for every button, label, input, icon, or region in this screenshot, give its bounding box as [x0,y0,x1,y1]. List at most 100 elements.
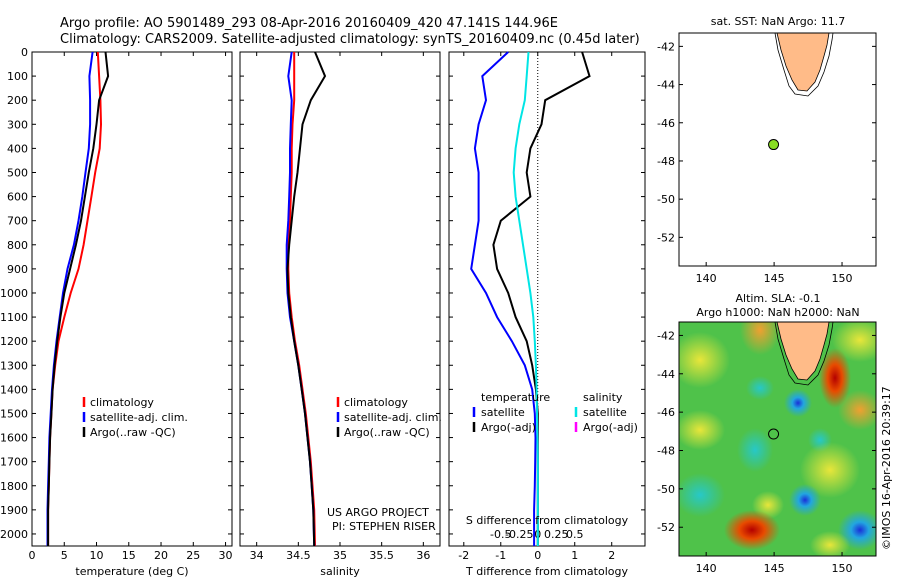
s-difference-axis-label: S difference from climatology [466,514,629,527]
salinity-panel-frame [239,51,441,547]
temperature-series [46,51,110,546]
difference-series [470,51,591,546]
imos-watermark: ©IMOS 16-Apr-2016 20:39:17 [880,386,893,550]
salinity-axis-tick-label: 34.5 [286,549,311,562]
map-lat-tick-label: -42 [657,329,675,342]
salinity-axis-tick-label: 35 [333,549,347,562]
depth-tick-label: 1500 [0,407,28,420]
legend-title-salinity: salinity [583,391,623,404]
map-lon-tick-label: 145 [764,272,785,285]
figure-title-line1: Argo profile: AO 5901489_293 08-Apr-2016… [60,16,558,31]
depth-tick-label: 1600 [0,432,28,445]
sla-map-axes: 140 145 150 -42 -44 -46 -48 -50 -52 [657,329,876,575]
map-lon-tick-label: 140 [696,562,717,575]
legend-label-s-argo: Argo(-adj) [583,421,638,434]
figure-title-line2: Climatology: CARS2009. Satellite-adjuste… [60,32,640,47]
series-line-argo-raw-qc- [286,51,327,547]
depth-axis: 0 100 200 300 400 500 600 700 800 900 1000 1100 1200… [0,46,645,541]
map-lat-tick-label: -44 [657,368,675,381]
depth-tick-label: 500 [7,166,28,179]
series-line-argo-raw-qc- [47,51,110,546]
sla-heatmap [679,322,876,556]
depth-tick-label: 1300 [0,359,28,372]
depth-tick-label: 300 [7,118,28,131]
map-lat-tick-label: -42 [657,40,675,53]
depth-tick-label: 1100 [0,311,28,324]
pi-label: PI: STEPHEN RISER [332,520,436,533]
salinity-axis-tick-label: 35.5 [369,549,394,562]
sst-map-frame [678,32,877,267]
sst-map-title: sat. SST: NaN Argo: 11.7 [711,15,845,28]
map-lon-tick-label: 150 [832,272,853,285]
map-lat-tick-label: -44 [657,79,675,92]
salinity-axis-label: salinity [320,565,360,578]
sst-map: 140 145 150 -42 -44 -46 -48 -50 -52 [657,32,877,285]
map-lon-tick-label: 145 [764,562,785,575]
series-line-climatology [47,51,103,546]
depth-tick-label: 2000 [0,528,28,541]
sla-map-subtitle: Argo h1000: NaN h2000: NaN [696,306,859,319]
temperature-axis-tick-label: 5 [61,549,68,562]
sla-map: 140 145 150 -42 -44 -46 -48 -50 -52 [657,321,877,575]
s-difference-tick-label: 0.5 [566,528,584,541]
t-difference-axis-tick-label: 1 [571,549,578,562]
map-lat-tick-label: -50 [657,483,675,496]
legend-label-satellite: satellite-adj. clim. [344,411,442,424]
t-difference-axis-tick-label: -1 [495,549,506,562]
map-lat-tick-label: -46 [657,406,675,419]
temperature-axis-tick-label: 15 [122,549,136,562]
sla-map-frame [678,321,877,557]
temperature-axis-tick-label: 30 [219,549,233,562]
salinity-x-axis: 34 34.5 35 35.5 36 [250,52,430,562]
map-lat-tick-label: -52 [657,521,675,534]
depth-tick-label: 1900 [0,504,28,517]
argo-float-marker [768,428,780,440]
s-difference-axis: -0.5-0.25 0 0.250.5 [490,528,583,541]
temperature-axis-tick-label: 0 [29,549,36,562]
sst-map-axes: 140 145 150 -42 -44 -46 -48 -50 -52 [657,40,876,285]
legend-label-argo: Argo(..raw -QC) [344,426,430,439]
depth-tick-label: 0 [21,46,28,59]
salinity-legend: climatology satellite-adj. clim. Argo(..… [336,396,442,439]
temperature-axis-tick-label: 20 [154,549,168,562]
map-lat-tick-label: -48 [657,445,675,458]
map-lat-tick-label: -50 [657,193,675,206]
temperature-axis-tick-label: 10 [90,549,104,562]
t-difference-axis-tick-label: -2 [458,549,469,562]
temperature-axis-label: temperature (deg C) [75,565,188,578]
coast-contour-line [774,322,834,386]
difference-legend: temperature satellite Argo(-adj) salinit… [472,391,638,434]
depth-tick-label: 1000 [0,287,28,300]
temperature-legend: climatology satellite-adj. clim. Argo(..… [82,396,188,439]
difference-panel-frame [448,51,646,547]
depth-tick-label: 400 [7,142,28,155]
tasmania-landmass [776,32,830,92]
t-difference-axis-label: T difference from climatology [465,565,628,578]
map-lat-tick-label: -52 [657,231,675,244]
legend-title-temperature: temperature [481,391,550,404]
depth-tick-label: 800 [7,239,28,252]
project-label: US ARGO PROJECT [327,506,429,519]
depth-tick-label: 100 [7,70,28,83]
legend-label-satellite: satellite-adj. clim. [90,411,188,424]
legend-label-t-argo: Argo(-adj) [481,421,536,434]
depth-tick-label: 200 [7,94,28,107]
depth-tick-label: 1700 [0,456,28,469]
s-difference-tick-label: -0.25 [505,528,533,541]
coast-contour-line [774,32,834,97]
s-difference-tick-label: 0.25 [544,528,569,541]
t-difference-x-axis: -2 -1 0 1 2 [458,52,615,562]
map-lon-tick-label: 140 [696,272,717,285]
salinity-axis-tick-label: 36 [416,549,430,562]
t-difference-axis-tick-label: 0 [534,549,541,562]
legend-label-s-satellite: satellite [583,406,627,419]
depth-tick-label: 900 [7,263,28,276]
map-lat-tick-label: -46 [657,117,675,130]
temperature-axis-tick-label: 25 [186,549,200,562]
legend-label-climatology: climatology [90,396,154,409]
depth-tick-label: 1200 [0,335,28,348]
depth-tick-label: 600 [7,191,28,204]
legend-label-t-satellite: satellite [481,406,525,419]
temperature-x-axis: 0 5 10 15 20 25 30 [29,52,233,562]
t-difference-axis-tick-label: 2 [608,549,615,562]
